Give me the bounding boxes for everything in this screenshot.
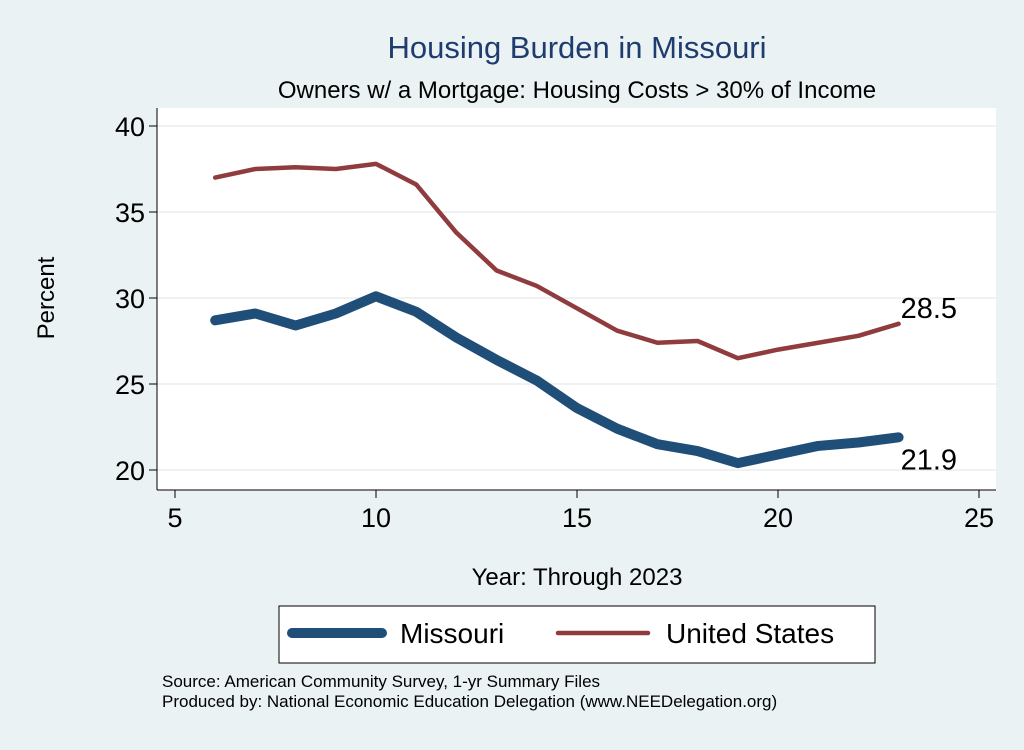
y-axis-label: Percent [33, 256, 60, 339]
end-label-united-states: 28.5 [901, 293, 957, 325]
produced-note: Produced by: National Economic Education… [162, 692, 777, 712]
plot-area [157, 108, 996, 490]
y-tick-label: 30 [115, 284, 145, 314]
chart-subtitle: Owners w/ a Mortgage: Housing Costs > 30… [278, 77, 876, 104]
x-tick-label: 20 [763, 503, 793, 533]
legend-label-united-states: United States [666, 618, 834, 649]
y-tick-label: 35 [115, 198, 145, 228]
y-tick-label: 25 [115, 370, 145, 400]
chart-title: Housing Burden in Missouri [387, 30, 766, 65]
y-tick-label: 40 [115, 112, 145, 142]
source-note: Source: American Community Survey, 1-yr … [162, 672, 600, 692]
x-tick-label: 25 [964, 503, 994, 533]
x-tick-label: 15 [562, 503, 592, 533]
legend-label-missouri: Missouri [400, 618, 504, 649]
legend: Missouri United States [279, 606, 875, 663]
end-label-missouri: 21.9 [901, 444, 957, 476]
x-tick-label: 5 [167, 503, 182, 533]
y-tick-label: 20 [115, 456, 145, 486]
x-tick-label: 10 [361, 503, 391, 533]
x-axis-label: Year: Through 2023 [472, 564, 683, 591]
